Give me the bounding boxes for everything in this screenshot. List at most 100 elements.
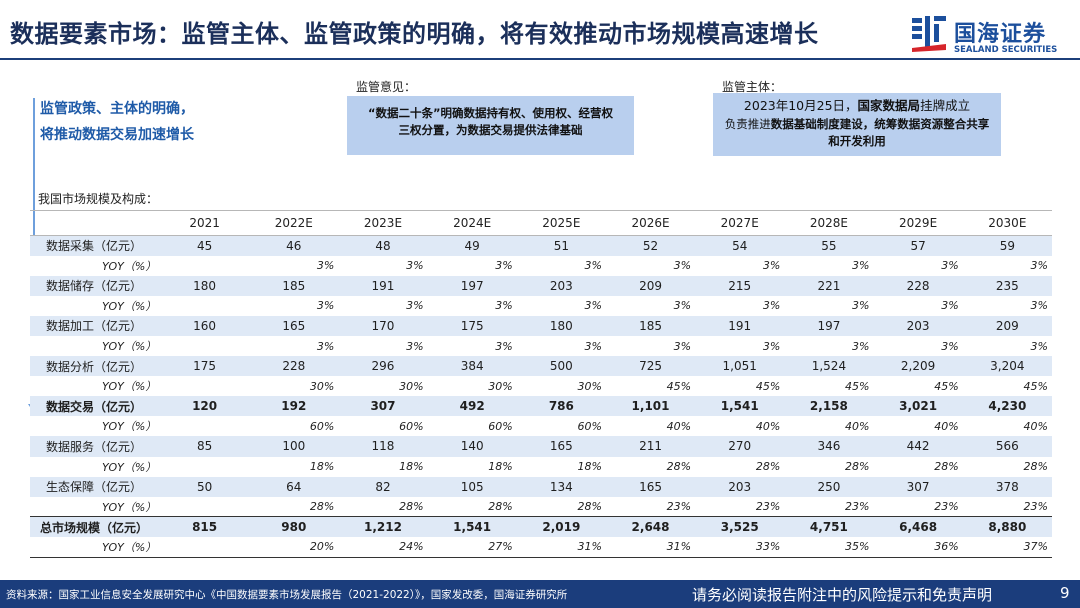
table-cell-yoy: 3% [605, 255, 696, 276]
footer-disclaimer: 请务必阅读报告附注中的风险提示和免责声明 [692, 586, 993, 604]
table-cell-value: 1,541 [695, 396, 785, 417]
table-cell-value: 1,524 [784, 356, 874, 377]
table-cell-yoy: 28% [695, 456, 785, 477]
table-cell-value: 3,021 [873, 396, 963, 417]
table-cell-yoy: 3% [695, 295, 785, 316]
yoy-label: YOY（%） [30, 295, 160, 316]
table-cell-value: 49 [427, 235, 517, 256]
table-cell-value: 346 [784, 436, 874, 457]
table-cell-value: 191 [338, 275, 428, 296]
table-cell-value: 1,212 [338, 516, 428, 537]
page-number: 9 [1060, 584, 1070, 602]
table-cell-value: 3,525 [695, 516, 785, 537]
table-cell-yoy: 3% [695, 255, 785, 276]
table-cell-value: 165 [516, 436, 606, 457]
table-cell-value: 185 [249, 275, 339, 296]
table-row: 生态保障（亿元） 50 64 82 105 134 165 203 250 307 378 [30, 476, 1052, 497]
regulator-date: 2023年10月25日， [743, 98, 858, 113]
table-cell-yoy: 3% [605, 295, 696, 316]
table-cell-value: 120 [160, 396, 250, 417]
regulator-status: 挂牌成立 [920, 98, 971, 113]
table-header-year: 2030E [962, 210, 1052, 236]
table-row-yoy: YOY（%） 20% 24% 27% 31% 31% 33% 35% 36% 37% [30, 536, 1052, 558]
table-header-year: 2028E [784, 210, 874, 236]
table-header-year: 2022E [249, 210, 339, 236]
yoy-label: YOY（%） [30, 496, 160, 517]
table-cell-yoy: 40% [962, 416, 1052, 437]
yoy-label: YOY（%） [30, 536, 160, 558]
table-cell-yoy: 28% [873, 456, 963, 477]
table-row: 数据服务（亿元） 85 100 118 140 165 211 270 346 442 566 [30, 436, 1052, 457]
table-header-year: 2029E [873, 210, 963, 236]
regulator-line-1: 2023年10月25日，国家数据局挂牌成立 [723, 97, 991, 114]
table-header-row: 2021 2022E 2023E 2024E 2025E 2026E 2027E 2028E 2… [30, 210, 1052, 236]
table-cell-value: 203 [873, 315, 963, 336]
table-cell-value: 228 [873, 275, 963, 296]
table-cell-value: 384 [427, 356, 517, 377]
table-cell-yoy: 40% [784, 416, 874, 437]
table-row: 数据储存（亿元） 180 185 191 197 203 209 215 221 228 235 [30, 275, 1052, 296]
table-cell-yoy: 3% [338, 295, 428, 316]
table-cell-yoy: 3% [338, 255, 428, 276]
table-header-year: 2023E [338, 210, 428, 236]
table-cell-value: 209 [605, 275, 696, 296]
table-cell-value: 197 [427, 275, 517, 296]
table-cell-yoy: 3% [962, 255, 1052, 276]
regulator-box: 2023年10月25日，国家数据局挂牌成立 负责推进数据基础制度建设，统筹数据资… [713, 93, 1001, 156]
table-cell-yoy: 3% [516, 255, 606, 276]
table-cell-value: 209 [962, 315, 1052, 336]
table-cell-value: 105 [427, 476, 517, 497]
table-cell-yoy: 35% [784, 536, 874, 558]
table-cell-yoy: 30% [427, 376, 517, 397]
table-cell-value: 228 [249, 356, 339, 377]
table-cell-value: 786 [516, 396, 606, 417]
table-cell-value: 725 [605, 356, 696, 377]
table-cell-yoy: 28% [338, 496, 428, 517]
table-cell-value: 51 [516, 235, 606, 256]
table-cell-value: 45 [160, 235, 250, 256]
table-cell-value: 4,751 [784, 516, 874, 537]
table-row: 数据分析（亿元） 175 228 296 384 500 725 1,051 1,524 2,20… [30, 356, 1052, 377]
table-cell-value: 6,468 [873, 516, 963, 537]
table-cell-yoy: 40% [605, 416, 696, 437]
table-cell-yoy: 3% [962, 335, 1052, 357]
table-row: 数据交易（亿元） 120 192 307 492 786 1,101 1,541 2,158 3,… [30, 396, 1052, 417]
row-label: 数据加工（亿元） [30, 315, 160, 336]
table-header-year: 2026E [605, 210, 696, 236]
table-cell-yoy: 23% [784, 496, 874, 517]
table-cell-yoy: 31% [605, 536, 696, 558]
table-cell-yoy: 31% [516, 536, 606, 558]
regulator-line-2: 负责推进数据基础制度建设，统筹数据资源整合共享和开发利用 [723, 116, 991, 150]
table-cell-value: 203 [695, 476, 785, 497]
table-cell-yoy: 3% [427, 335, 517, 357]
row-label: 数据交易（亿元） [30, 396, 160, 417]
table-cell-value: 59 [962, 235, 1052, 256]
table-cell-value: 235 [962, 275, 1052, 296]
table-cell-yoy: 30% [249, 376, 339, 397]
table-cell-value: 2,648 [605, 516, 696, 537]
row-label: 数据服务（亿元） [30, 436, 160, 457]
table-cell-value: 296 [338, 356, 428, 377]
table-cell-value: 165 [605, 476, 696, 497]
table-cell-value: 8,880 [962, 516, 1052, 537]
table-row-yoy: YOY（%） 28% 28% 28% 28% 23% 23% 23% 23% 23% [30, 496, 1052, 517]
table-row-yoy: YOY（%） 18% 18% 18% 18% 28% 28% 28% 28% 28% [30, 456, 1052, 477]
table-cell-yoy: 45% [605, 376, 696, 397]
table-row: 总市场规模（亿元） 815 980 1,212 1,541 2,019 2,648 3,525… [30, 516, 1052, 537]
table-cell-value: 82 [338, 476, 428, 497]
table-cell-yoy: 3% [249, 335, 339, 357]
table-cell-yoy: 24% [338, 536, 428, 558]
table-cell-value: 170 [338, 315, 428, 336]
table-cell-value: 211 [605, 436, 696, 457]
table-cell-yoy: 3% [695, 335, 785, 357]
table-cell-value: 215 [695, 275, 785, 296]
table-row-yoy: YOY（%） 60% 60% 60% 60% 40% 40% 40% 40% 40% [30, 416, 1052, 437]
table-cell-yoy: 37% [962, 536, 1052, 558]
table-cell-yoy: 23% [605, 496, 696, 517]
table-cell-yoy: 3% [873, 255, 963, 276]
yoy-label: YOY（%） [30, 456, 160, 477]
table-cell-value: 566 [962, 436, 1052, 457]
table-cell-yoy: 60% [249, 416, 339, 437]
table-cell-yoy: 18% [249, 456, 339, 477]
table-caption: 我国市场规模及构成： [38, 192, 159, 206]
